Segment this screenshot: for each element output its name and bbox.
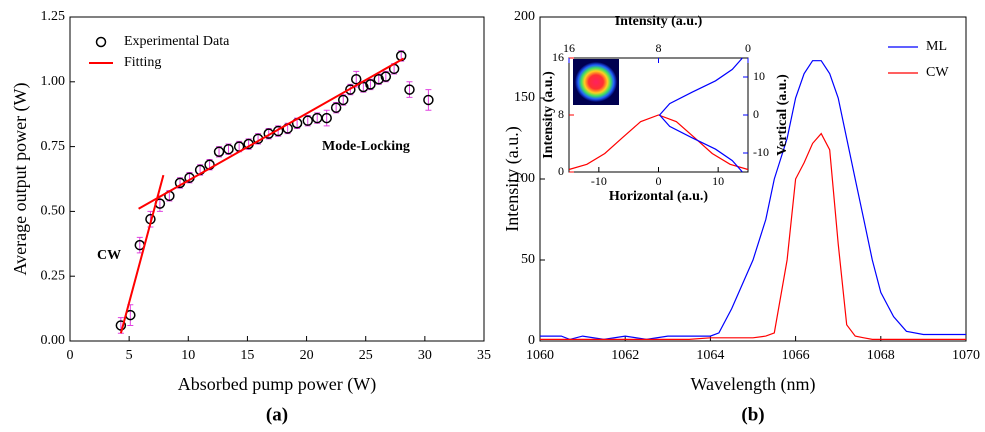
x-axis-label: Absorbed pump power (W) xyxy=(178,374,376,395)
spectrum-line xyxy=(540,132,966,340)
x-tick-label: 0 xyxy=(67,348,74,363)
data-point xyxy=(351,73,362,85)
x-tick-label: 25 xyxy=(359,348,373,363)
legend-marker xyxy=(95,36,107,48)
x-tick-label: 35 xyxy=(477,348,491,363)
x-tick-label: 0 xyxy=(656,174,662,188)
data-point xyxy=(373,73,384,85)
y-tick-label: 0.75 xyxy=(41,139,66,154)
y-tick-label: 8 xyxy=(558,107,564,121)
data-point xyxy=(365,79,376,90)
x2-tick-label: 0 xyxy=(745,41,751,55)
x-tick-label: 1066 xyxy=(782,348,810,363)
y-tick-label: 150 xyxy=(514,90,535,105)
data-point xyxy=(213,146,225,158)
error-bar xyxy=(425,89,432,111)
x-tick-label: 1068 xyxy=(867,348,895,363)
x-tick-label: 5 xyxy=(126,348,133,363)
x-tick-label: 1060 xyxy=(526,348,554,363)
legend-label: ML xyxy=(926,39,947,54)
data-point xyxy=(404,84,415,95)
inset-x2-label: Intensity (a.u.) xyxy=(615,14,703,29)
y-tick-label: 1.25 xyxy=(41,9,66,24)
data-point xyxy=(380,71,392,82)
x-tick-label: 1064 xyxy=(696,348,724,363)
inset-x-label: Horizontal (a.u.) xyxy=(609,189,708,204)
y-tick-label: 0 xyxy=(558,164,564,178)
x-tick-label: 10 xyxy=(712,174,724,188)
beam-image xyxy=(575,62,617,102)
panel-label: (b) xyxy=(741,404,764,425)
error-bar xyxy=(323,109,330,127)
data-point xyxy=(330,102,342,113)
profile-line xyxy=(568,114,749,171)
y-tick-label: 200 xyxy=(514,9,535,24)
spectrum-line xyxy=(540,60,966,341)
data-point xyxy=(302,115,314,126)
annotation: CW xyxy=(97,248,121,263)
y-tick-label: 100 xyxy=(514,171,535,186)
y-tick-label: 0 xyxy=(528,333,535,348)
data-point xyxy=(345,84,356,95)
x-tick-label: 15 xyxy=(240,348,254,363)
y-tick-label: 1.00 xyxy=(41,74,66,89)
y-tick-label: 50 xyxy=(521,252,535,267)
data-point xyxy=(337,94,349,106)
y2-tick-label: 10 xyxy=(753,69,765,83)
legend-label: Fitting xyxy=(124,55,161,70)
annotation: Mode-Locking xyxy=(322,139,410,154)
x2-tick-label: 8 xyxy=(656,41,662,55)
x-tick-label: 1070 xyxy=(952,348,980,363)
data-point xyxy=(423,94,434,106)
inset-y-label: Intensity (a.u.) xyxy=(541,71,556,159)
y-axis-label: Average output power (W) xyxy=(10,82,31,275)
inset-y2-label: Vertical (a.u.) xyxy=(775,74,790,156)
legend-label: Experimental Data xyxy=(124,34,230,49)
fit-line xyxy=(119,57,405,334)
data-point xyxy=(358,81,369,93)
x-axis-label: Wavelength (nm) xyxy=(690,374,815,395)
y2-tick-label: 0 xyxy=(753,107,759,121)
data-point xyxy=(321,112,332,124)
error-bar xyxy=(406,81,413,98)
y-tick-label: 0.00 xyxy=(41,333,66,348)
x-tick-label: 1062 xyxy=(611,348,639,363)
x-tick-label: 30 xyxy=(418,348,432,363)
y-tick-label: 0.50 xyxy=(41,204,66,219)
x-tick-label: 20 xyxy=(300,348,314,363)
x-tick-label: 10 xyxy=(181,348,195,363)
data-point xyxy=(223,143,234,155)
y-axis-label: Intensity (a.u.) xyxy=(502,126,523,231)
error-bar xyxy=(136,236,143,254)
y-tick-label: 0.25 xyxy=(41,268,66,283)
panel-label: (a) xyxy=(266,404,288,425)
legend-label: CW xyxy=(926,65,949,80)
data-point xyxy=(263,128,274,139)
plot-frame xyxy=(69,16,485,342)
y2-tick-label: -10 xyxy=(753,145,769,159)
profile-line xyxy=(658,57,743,173)
x-tick-label: -10 xyxy=(591,174,607,188)
y-tick-label: 16 xyxy=(552,50,564,64)
x2-tick-label: 16 xyxy=(563,41,575,55)
